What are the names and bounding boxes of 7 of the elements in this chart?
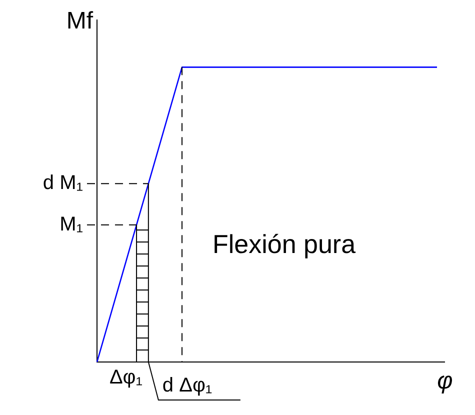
text: M₁ [60, 213, 84, 236]
x-axis-title: φ [437, 368, 453, 395]
annotation: Flexión pura [212, 228, 356, 259]
text: Δφ₁ [109, 366, 143, 389]
text: d Δφ₁ [162, 374, 212, 397]
y-axis-title: Mf [66, 8, 94, 35]
text: d M₁ [42, 172, 84, 194]
